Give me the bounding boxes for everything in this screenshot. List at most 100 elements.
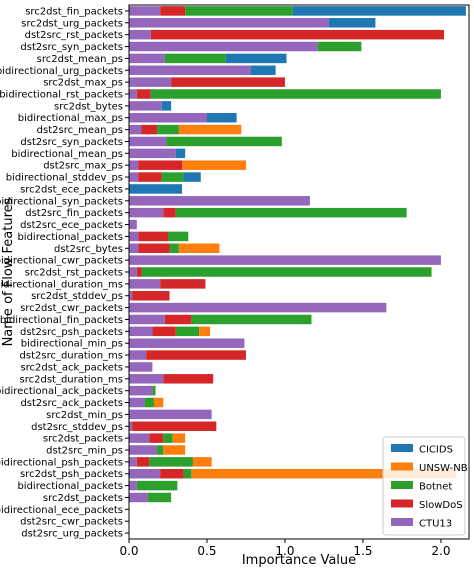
bar-segment bbox=[175, 148, 186, 159]
bar-segment bbox=[147, 492, 172, 503]
legend: CICIDS UNSW-NB Botnet SlowDoS CTU13 bbox=[382, 436, 468, 536]
y-tick-label: dst2src_bytes bbox=[54, 244, 123, 255]
bar-segment bbox=[292, 6, 466, 16]
y-tick-label: dst2src_syn_packets bbox=[20, 42, 123, 53]
y-tick-label: src2dst_cwr_packets bbox=[20, 303, 123, 314]
legend-swatch bbox=[391, 444, 413, 452]
legend-label: Botnet bbox=[419, 482, 452, 493]
bar-segment bbox=[129, 136, 167, 147]
y-tick-label: src2dst_bytes bbox=[54, 101, 123, 112]
bar-segment bbox=[129, 172, 139, 182]
bar-segment bbox=[129, 196, 310, 206]
bar-segment bbox=[129, 421, 133, 432]
bar-segment bbox=[152, 385, 156, 396]
bar-segment bbox=[129, 255, 441, 265]
bar-segment bbox=[129, 6, 161, 16]
bar-segment bbox=[129, 350, 147, 360]
bar-segment bbox=[129, 29, 151, 40]
bar-segment bbox=[136, 267, 142, 277]
y-tick-label: bidirectional_rst_packets bbox=[0, 90, 123, 101]
bar-segment bbox=[129, 409, 212, 420]
bar-segment bbox=[129, 326, 153, 337]
y-tick-label: bidirectional_max_ps bbox=[18, 113, 123, 124]
bar-segment bbox=[183, 172, 201, 182]
bar-segment bbox=[164, 314, 192, 325]
bar-segment bbox=[250, 65, 276, 76]
bar-segment bbox=[161, 101, 172, 111]
bar-segment bbox=[182, 160, 246, 170]
y-tick-label: dst2src_syn_packets bbox=[20, 137, 123, 148]
bar-segment bbox=[129, 243, 139, 254]
bar-segment bbox=[178, 124, 242, 135]
y-tick-label: bidirectional_psh_packets bbox=[0, 457, 123, 468]
y-tick-label: src2dst_min_ps bbox=[46, 410, 123, 421]
bar-segment bbox=[157, 445, 164, 455]
bar-segment bbox=[132, 421, 217, 432]
y-tick-label: bidirectional_ece_packets bbox=[0, 505, 123, 516]
x-tick-label: 0.0 bbox=[119, 544, 138, 558]
bar-segment bbox=[129, 101, 162, 111]
bar-segment bbox=[129, 492, 148, 503]
bar-segment bbox=[166, 136, 282, 147]
y-tick-label: src2dst_psh_packets bbox=[20, 469, 123, 480]
bar-segment bbox=[129, 53, 165, 64]
bar-segment bbox=[136, 480, 178, 491]
bar-segment bbox=[169, 243, 179, 254]
y-tick-label: bidirectional_duration_ms bbox=[0, 279, 123, 290]
bar-segment bbox=[152, 326, 176, 337]
x-axis-ticks: 0.0 0.5 1.0 1.5 2.0 bbox=[119, 539, 450, 558]
y-tick-label: dst2src_ack_packets bbox=[20, 398, 123, 409]
y-tick-label: bidirectional_stddev_ps bbox=[6, 173, 123, 184]
legend-label: CTU13 bbox=[419, 519, 452, 530]
y-tick-label: bidirectional_ack_packets bbox=[0, 386, 123, 397]
y-tick-label: dst2src_fin_packets bbox=[25, 208, 123, 219]
bar-segment bbox=[129, 65, 251, 76]
legend-swatch bbox=[391, 499, 413, 508]
bar-segment bbox=[317, 41, 362, 52]
y-tick-label: src2dst_mean_ps bbox=[37, 54, 123, 65]
legend-label: UNSW-NB bbox=[419, 463, 468, 474]
bar-segment bbox=[175, 326, 200, 337]
bar-segment bbox=[129, 124, 142, 135]
y-tick-label: bidirectional_packets bbox=[17, 481, 123, 492]
bar-segment bbox=[191, 314, 312, 325]
y-tick-label: dst2src_urg_packets bbox=[21, 529, 123, 540]
legend-box bbox=[382, 436, 466, 536]
bar-segment bbox=[163, 433, 173, 443]
bar-segment bbox=[160, 279, 206, 289]
legend-swatch bbox=[391, 518, 413, 526]
bar-segment bbox=[129, 290, 133, 301]
bar-segment bbox=[164, 53, 226, 64]
bar-segment bbox=[149, 433, 164, 443]
bar-segment bbox=[129, 314, 165, 325]
bar-segment bbox=[136, 457, 150, 467]
y-tick-label: src2dst_packets bbox=[43, 434, 123, 445]
bar-segment bbox=[161, 172, 184, 182]
bar-segment bbox=[138, 231, 168, 242]
y-tick-label: src2dst_fin_packets bbox=[25, 6, 123, 17]
bar-segment bbox=[129, 385, 153, 396]
y-tick-label: dst2src_duration_ms bbox=[20, 351, 123, 362]
bar-segment bbox=[138, 243, 170, 254]
bar-segment bbox=[136, 89, 151, 99]
y-tick-label: bidirectional_mean_ps bbox=[11, 149, 123, 160]
y-tick-label: src2dst_ack_packets bbox=[20, 362, 123, 373]
plot-frame bbox=[128, 4, 470, 540]
bar-segment bbox=[150, 29, 445, 40]
y-tick-label: src2dst_rst_packets bbox=[25, 268, 123, 279]
bar-segment bbox=[129, 279, 161, 289]
bar-segment bbox=[129, 77, 172, 87]
bar-segment bbox=[129, 231, 139, 242]
bar-segment bbox=[157, 124, 179, 135]
bar-segment bbox=[141, 124, 158, 135]
bar-segment bbox=[129, 338, 245, 348]
bar-segment bbox=[160, 468, 184, 479]
bar-segment bbox=[163, 445, 186, 455]
bar-segment bbox=[129, 89, 137, 99]
bar-segment bbox=[129, 112, 207, 123]
legend-label: CICIDS bbox=[419, 445, 453, 456]
y-tick-label: bidirectional_syn_packets bbox=[0, 196, 123, 207]
y-tick-label: src2dst_stddev_ps bbox=[31, 291, 123, 302]
bar-segment bbox=[199, 326, 211, 337]
legend-label: SlowDoS bbox=[419, 500, 463, 511]
